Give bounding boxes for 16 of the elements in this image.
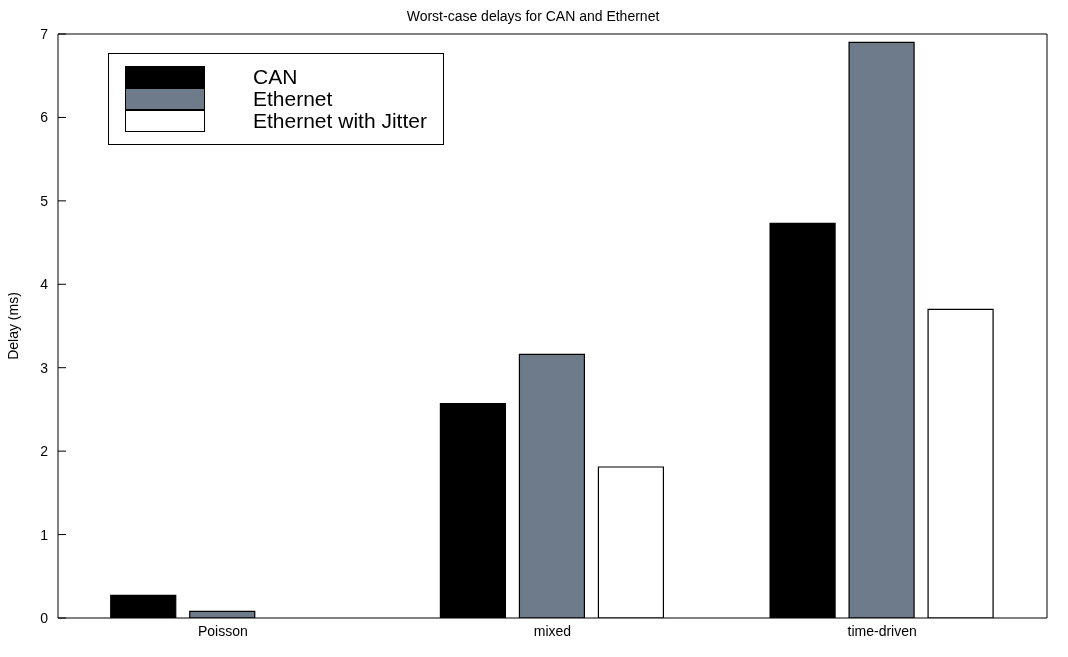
legend-label: CAN xyxy=(253,65,299,88)
y-tick-label: 0 xyxy=(40,609,49,626)
y-tick-label: 7 xyxy=(40,25,49,42)
y-tick-label: 6 xyxy=(40,109,49,126)
x-tick-label: Poisson xyxy=(197,622,248,639)
y-axis-title: Delay (ms) xyxy=(4,292,21,360)
y-tick-label: 4 xyxy=(40,276,49,293)
legend-label: Ethernet with Jitter xyxy=(253,109,427,132)
y-tick-label: 2 xyxy=(40,443,49,460)
y-tick-label: 1 xyxy=(40,526,49,543)
y-tick-label: 5 xyxy=(40,192,49,209)
x-tick-label: mixed xyxy=(533,622,572,639)
chart-title: Worst-case delays for CAN and Ethernet xyxy=(405,8,661,24)
legend-label: Ethernet xyxy=(253,87,334,110)
x-tick-label: time-driven xyxy=(847,622,917,639)
y-tick-label: 3 xyxy=(40,359,49,376)
